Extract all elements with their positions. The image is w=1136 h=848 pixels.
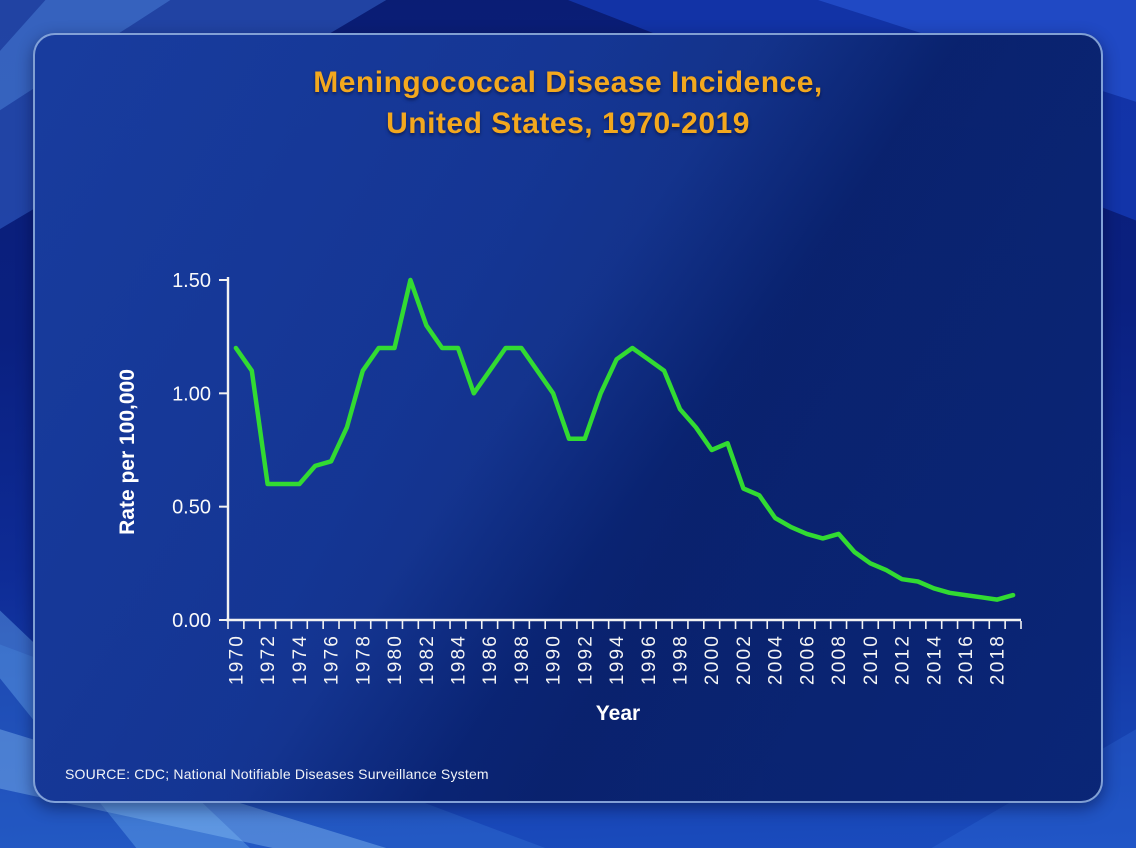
source-note: SOURCE: CDC; National Notifiable Disease… [65,766,489,782]
panel-sheen [35,35,1101,801]
slide-title: Meningococcal Disease Incidence, United … [313,66,823,140]
x-axis-title: Year [595,702,641,725]
slide-panel [33,33,1103,803]
y-axis-title-text: Rate per 100,000 [116,369,139,535]
